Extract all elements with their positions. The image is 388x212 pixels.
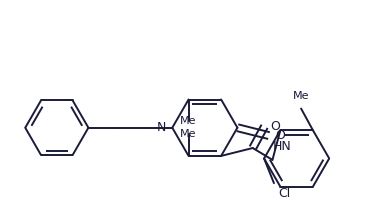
- Text: N: N: [157, 121, 166, 134]
- Text: HN: HN: [272, 140, 291, 153]
- Text: Cl: Cl: [278, 187, 290, 200]
- Text: O: O: [275, 129, 285, 142]
- Text: Me: Me: [293, 91, 309, 101]
- Text: O: O: [270, 120, 281, 133]
- Text: Me: Me: [180, 116, 197, 126]
- Text: Me: Me: [180, 129, 197, 139]
